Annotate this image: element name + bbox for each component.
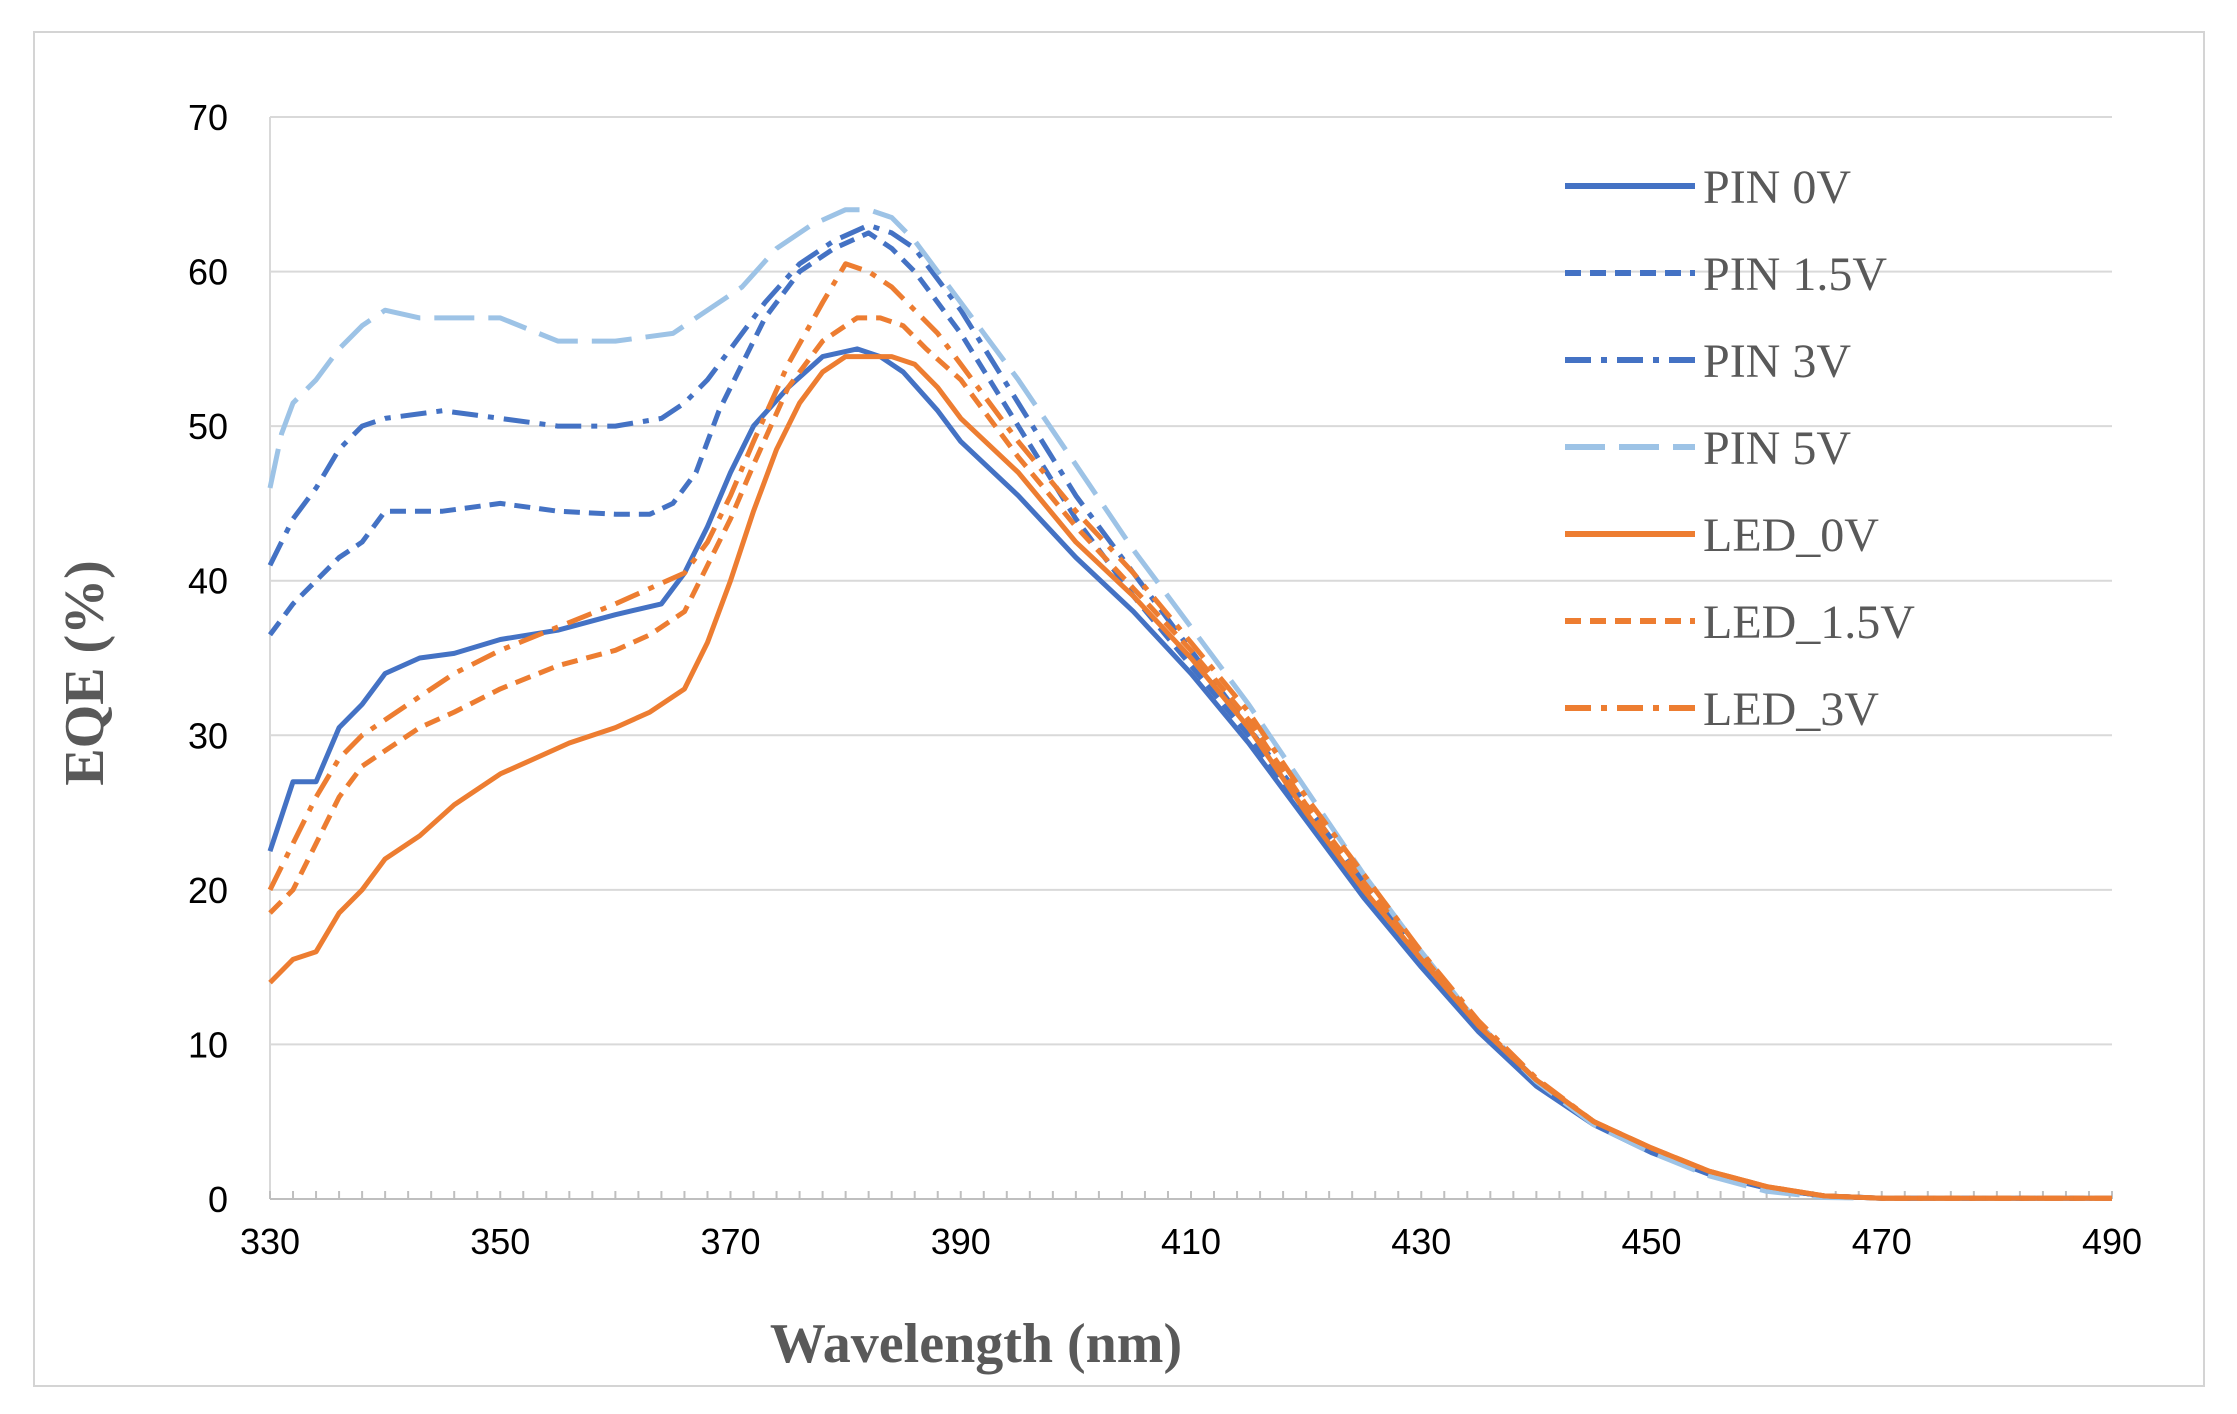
legend-label: LED_3V <box>1703 683 1879 736</box>
y-tick-label: 10 <box>188 1024 228 1065</box>
series-line-led-0v <box>268 354 2112 1201</box>
legend-label: PIN 1.5V <box>1703 248 1887 301</box>
legend: PIN 0V PIN 1.5V PIN 3V PIN 5V LED_0V LED_1.5V… <box>1565 161 1915 736</box>
legend-label: PIN 3V <box>1703 335 1851 388</box>
x-tick-label: 350 <box>470 1221 530 1262</box>
y-tick-label: 50 <box>188 406 228 447</box>
series-lines <box>267 207 2112 1201</box>
y-tick-label: 60 <box>188 252 228 293</box>
y-tick-label: 0 <box>208 1179 228 1220</box>
x-tick-label: 390 <box>931 1221 991 1262</box>
series-line-pin-5v <box>267 207 2112 1201</box>
series-line-led-1-5v <box>268 315 2112 1201</box>
chart-frame <box>33 31 2205 1387</box>
series-line-pin-0v <box>267 346 2112 1201</box>
series-line-pin-3v <box>267 222 2112 1201</box>
y-axis-title: EQE (%) <box>54 560 116 786</box>
x-tick-label: 450 <box>1621 1221 1681 1262</box>
legend-label: LED_0V <box>1703 509 1879 562</box>
y-tick-label: 40 <box>188 561 228 602</box>
y-tick-label: 20 <box>188 870 228 911</box>
series-line-led-3v <box>267 261 2112 1201</box>
legend-label: PIN 0V <box>1703 161 1851 214</box>
y-ticks: 0 10 20 30 40 50 60 70 <box>188 97 228 1220</box>
x-tick-label: 330 <box>240 1221 300 1262</box>
y-tick-label: 30 <box>188 715 228 756</box>
x-tick-label: 410 <box>1161 1221 1221 1262</box>
x-tick-label: 470 <box>1852 1221 1912 1262</box>
y-tick-label: 70 <box>188 97 228 138</box>
legend-label: PIN 5V <box>1703 422 1851 475</box>
x-ticks: 330 350 370 390 410 430 450 470 490 <box>240 1191 2142 1262</box>
x-tick-label: 490 <box>2082 1221 2142 1262</box>
legend-label: LED_1.5V <box>1703 596 1915 649</box>
x-axis-title: Wavelength (nm) <box>770 1313 1182 1375</box>
x-tick-label: 370 <box>700 1221 760 1262</box>
x-tick-label: 430 <box>1391 1221 1451 1262</box>
